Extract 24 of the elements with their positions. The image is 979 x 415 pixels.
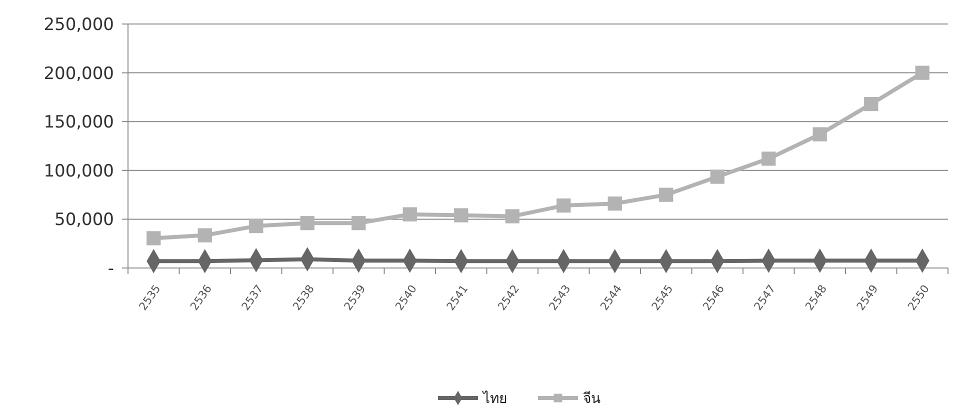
point [659, 188, 674, 202]
point [915, 66, 930, 80]
point [762, 152, 776, 166]
y-tick-label: 100,000 [44, 161, 114, 182]
point [402, 207, 417, 222]
legend-label: จีน [583, 390, 601, 407]
y-tick-label: 50,000 [54, 210, 114, 230]
point [249, 218, 264, 234]
y-tick-label: - [108, 258, 114, 279]
point [608, 196, 622, 211]
point [454, 208, 468, 222]
point [198, 228, 212, 242]
point [710, 170, 724, 184]
point [300, 216, 314, 230]
legend-label: ไทย [482, 390, 507, 407]
point [146, 231, 161, 246]
point [352, 216, 366, 230]
y-tick-label: 200,000 [44, 64, 114, 84]
point [812, 127, 827, 142]
y-tick-label: 150,000 [44, 112, 114, 133]
point [864, 96, 878, 112]
point [505, 209, 520, 224]
point [556, 198, 571, 213]
y-tick-label: 250,000 [44, 14, 114, 35]
